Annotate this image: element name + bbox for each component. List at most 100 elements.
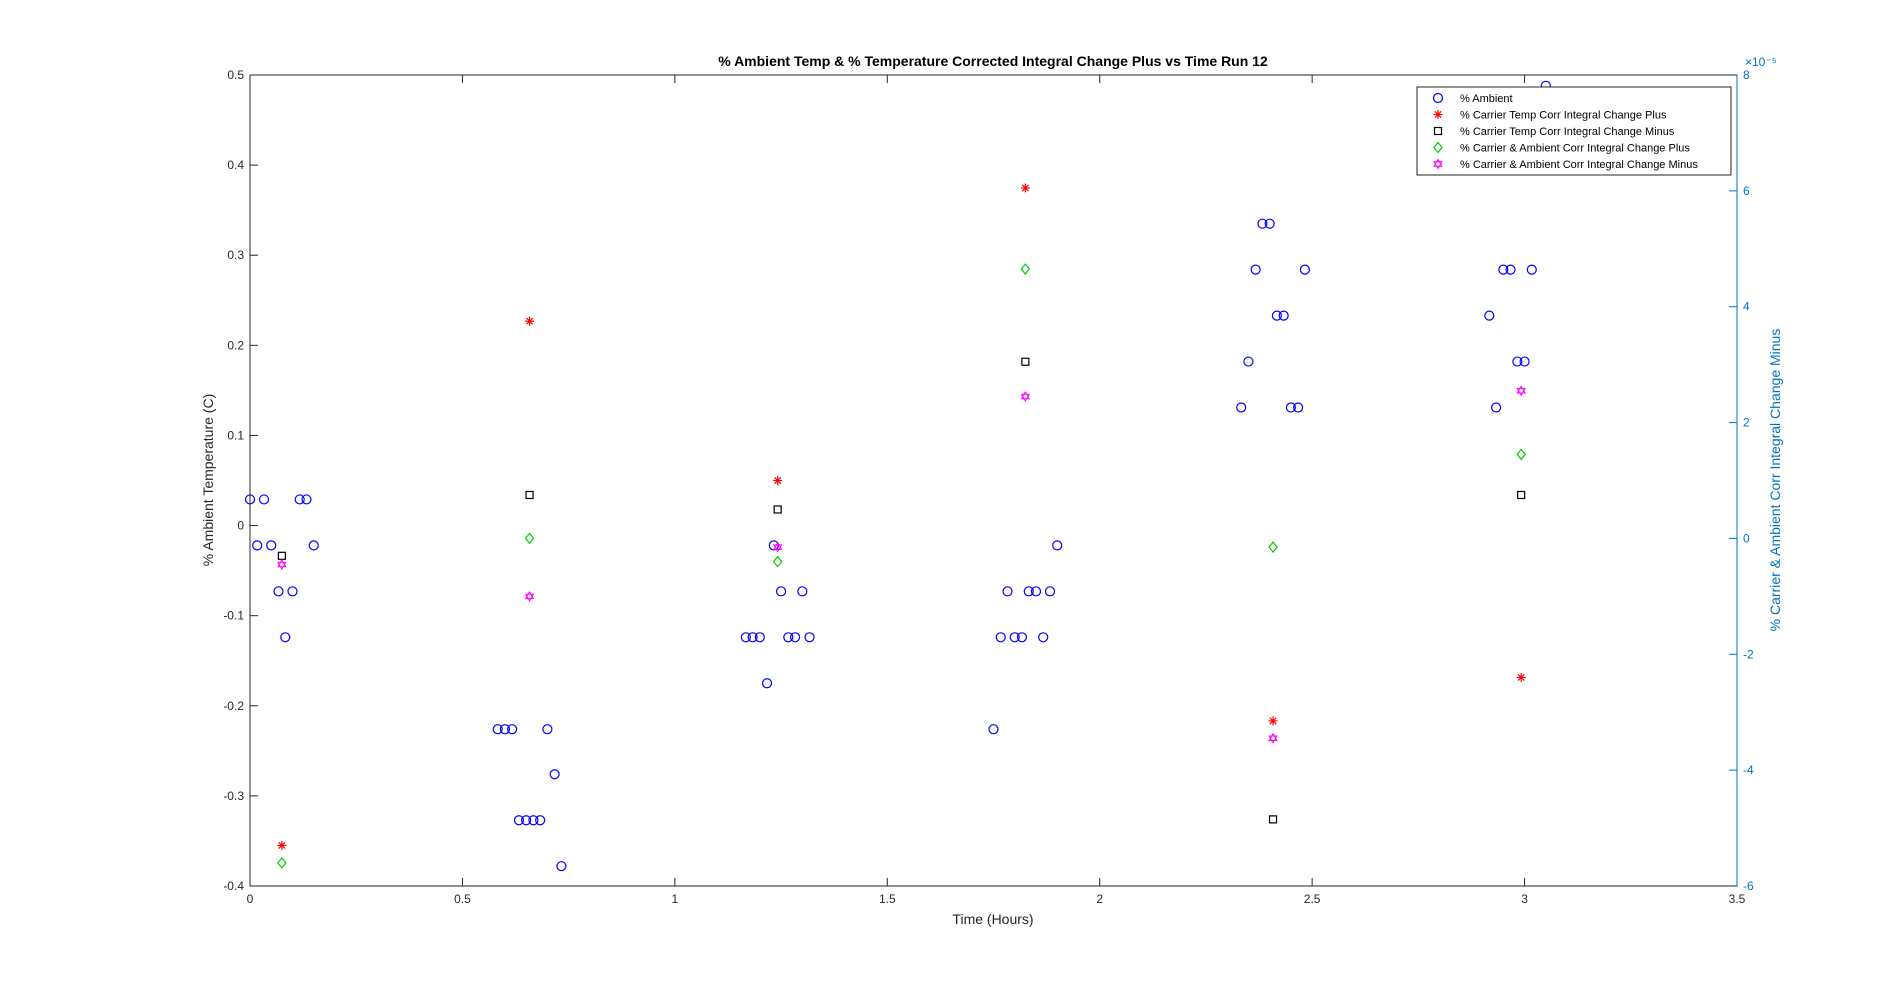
data-point-series-0 (1505, 264, 1516, 275)
data-point-series-0 (513, 815, 525, 826)
data-point-series-0 (1023, 586, 1034, 597)
data-marks (244, 80, 1551, 872)
x-tick-label: 1 (672, 892, 679, 906)
data-point-series-0 (1236, 402, 1247, 413)
y2-tick-label: 2 (1743, 416, 1750, 430)
data-point-series-2 (1268, 815, 1278, 824)
data-point-series-0 (1044, 586, 1056, 597)
data-point-series-4 (1020, 390, 1031, 403)
legend-label: % Carrier & Ambient Corr Integral Change… (1460, 159, 1698, 171)
data-point-series-0 (252, 540, 263, 551)
legend-marker-4 (1433, 158, 1443, 170)
data-point-series-0 (1264, 218, 1275, 229)
y-tick-label: 0.1 (227, 428, 244, 442)
data-point-series-0 (1278, 310, 1289, 321)
data-point-series-2 (1021, 357, 1030, 366)
data-point-series-0 (995, 632, 1006, 643)
data-point-series-0 (1009, 632, 1020, 643)
data-point-series-0 (1519, 356, 1530, 367)
y-tick-label: 0.2 (227, 338, 244, 352)
data-point-series-0 (280, 632, 291, 643)
x-tick-label: 0 (247, 892, 254, 906)
legend-items: % Ambient % Carrier Temp Corr Integral Ch… (1432, 92, 1698, 171)
data-point-series-0 (308, 540, 319, 551)
legend-label: % Ambient (1460, 93, 1513, 105)
data-point-series-0 (301, 494, 312, 505)
data-point-series-0 (768, 540, 779, 551)
data-point-series-0 (273, 586, 284, 597)
data-point-series-0 (287, 586, 298, 597)
data-point-series-2 (1517, 490, 1526, 500)
data-point-series-3 (772, 555, 783, 568)
data-point-series-0 (1285, 402, 1297, 413)
y2-tick-labels: -6 -4 -2 0 2 4 6 8 (1743, 68, 1754, 893)
data-point-series-4 (277, 558, 287, 571)
x-tick-label: 3.5 (1729, 892, 1746, 906)
y-tick-label: 0 (237, 519, 244, 533)
legend-label: % Carrier & Ambient Corr Integral Change… (1460, 143, 1690, 155)
data-point-series-0 (549, 769, 560, 780)
data-point-series-0 (556, 861, 567, 872)
y2-tick-label: 8 (1743, 68, 1750, 82)
x-tick-label: 2 (1096, 892, 1103, 906)
x-tick-label: 0.5 (454, 892, 471, 906)
data-point-series-0 (521, 815, 532, 826)
y-tick-label: -0.2 (223, 699, 244, 713)
y2-tick-label: -2 (1743, 647, 1754, 661)
y-tick-label: -0.4 (223, 879, 244, 893)
data-point-series-0 (1491, 402, 1502, 413)
legend-label: % Carrier Temp Corr Integral Change Plus (1460, 110, 1667, 122)
data-point-series-1 (1268, 716, 1278, 726)
data-point-series-0 (1052, 540, 1063, 551)
axis-ticks (249, 74, 1738, 887)
y2-tick-label: 4 (1743, 300, 1750, 314)
data-point-series-0 (1257, 218, 1268, 229)
data-point-series-4 (1268, 732, 1278, 744)
data-point-series-0 (775, 586, 787, 597)
data-point-series-0 (1293, 402, 1304, 413)
y-tick-labels: -0.4 -0.3 -0.2 -0.1 0 0.1 0.2 0.3 0.4 0.5 (223, 68, 244, 893)
x-tick-label: 1.5 (879, 892, 896, 906)
data-point-series-0 (1512, 356, 1523, 367)
y2-tick-label: -4 (1743, 763, 1754, 777)
data-point-series-0 (783, 632, 794, 643)
data-point-series-1 (525, 316, 535, 326)
y2-tick-label: -6 (1743, 879, 1754, 893)
data-point-series-0 (528, 815, 539, 826)
data-point-series-0 (499, 724, 511, 735)
data-point-series-1 (773, 476, 783, 485)
legend-box (1416, 86, 1732, 176)
data-point-series-1 (277, 840, 287, 850)
data-point-series-2 (525, 490, 534, 500)
data-point-series-0 (492, 724, 503, 735)
data-point-series-4 (524, 590, 535, 602)
y-tick-label: 0.4 (227, 158, 244, 172)
x-tick-label: 2.5 (1304, 892, 1321, 906)
data-point-series-0 (797, 586, 808, 597)
legend-marker-1 (1433, 110, 1443, 119)
y2-tick-label: 6 (1743, 184, 1750, 198)
data-point-series-0 (266, 540, 277, 551)
y-tick-label: -0.1 (223, 609, 244, 623)
y2-exponent-label: ×10⁻⁵ (1745, 55, 1777, 69)
data-point-series-0 (1498, 264, 1509, 275)
data-point-series-0 (740, 632, 751, 643)
legend-marker-0 (1432, 92, 1444, 104)
plot-area (250, 75, 1737, 886)
data-point-series-0 (754, 632, 765, 643)
y-axis-label: % Ambient Temperature (C) (200, 394, 216, 566)
x-tick-label: 3 (1521, 892, 1528, 906)
data-point-series-3 (1268, 541, 1278, 554)
legend-marker-2 (1433, 126, 1443, 136)
data-point-series-2 (773, 505, 782, 514)
x-axis-label: Time (Hours) (952, 911, 1033, 927)
data-point-series-0 (1299, 264, 1311, 275)
data-point-series-0 (294, 494, 305, 505)
data-point-series-0 (1250, 264, 1261, 275)
data-point-series-0 (804, 632, 815, 643)
data-point-series-4 (772, 541, 783, 553)
data-point-series-0 (1030, 586, 1042, 597)
data-point-series-0 (1484, 310, 1495, 321)
data-point-series-0 (761, 678, 773, 689)
